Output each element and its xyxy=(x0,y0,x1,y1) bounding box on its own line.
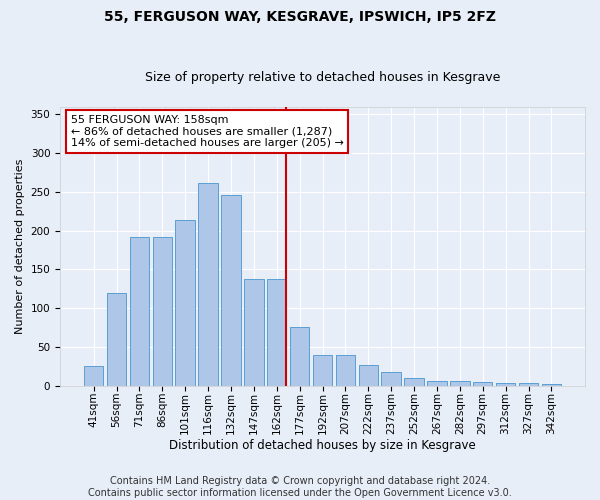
Bar xyxy=(382,372,401,386)
Bar xyxy=(519,383,538,386)
Bar xyxy=(152,236,172,386)
Bar xyxy=(450,381,470,386)
X-axis label: Distribution of detached houses by size in Kesgrave: Distribution of detached houses by size … xyxy=(169,440,476,452)
Bar xyxy=(267,280,286,386)
Y-axis label: Number of detached properties: Number of detached properties xyxy=(15,158,25,334)
Bar xyxy=(313,354,332,386)
Bar xyxy=(542,384,561,386)
Text: Contains HM Land Registry data © Crown copyright and database right 2024.
Contai: Contains HM Land Registry data © Crown c… xyxy=(88,476,512,498)
Bar xyxy=(335,354,355,386)
Bar xyxy=(84,366,103,386)
Bar xyxy=(473,382,493,386)
Bar xyxy=(130,236,149,386)
Bar xyxy=(359,366,378,386)
Title: Size of property relative to detached houses in Kesgrave: Size of property relative to detached ho… xyxy=(145,72,500,85)
Bar xyxy=(199,183,218,386)
Bar xyxy=(244,280,263,386)
Bar xyxy=(221,195,241,386)
Bar xyxy=(404,378,424,386)
Text: 55 FERGUSON WAY: 158sqm
← 86% of detached houses are smaller (1,287)
14% of semi: 55 FERGUSON WAY: 158sqm ← 86% of detache… xyxy=(71,115,343,148)
Text: 55, FERGUSON WAY, KESGRAVE, IPSWICH, IP5 2FZ: 55, FERGUSON WAY, KESGRAVE, IPSWICH, IP5… xyxy=(104,10,496,24)
Bar xyxy=(427,381,446,386)
Bar xyxy=(107,292,126,386)
Bar xyxy=(496,383,515,386)
Bar xyxy=(290,328,310,386)
Bar xyxy=(175,220,195,386)
